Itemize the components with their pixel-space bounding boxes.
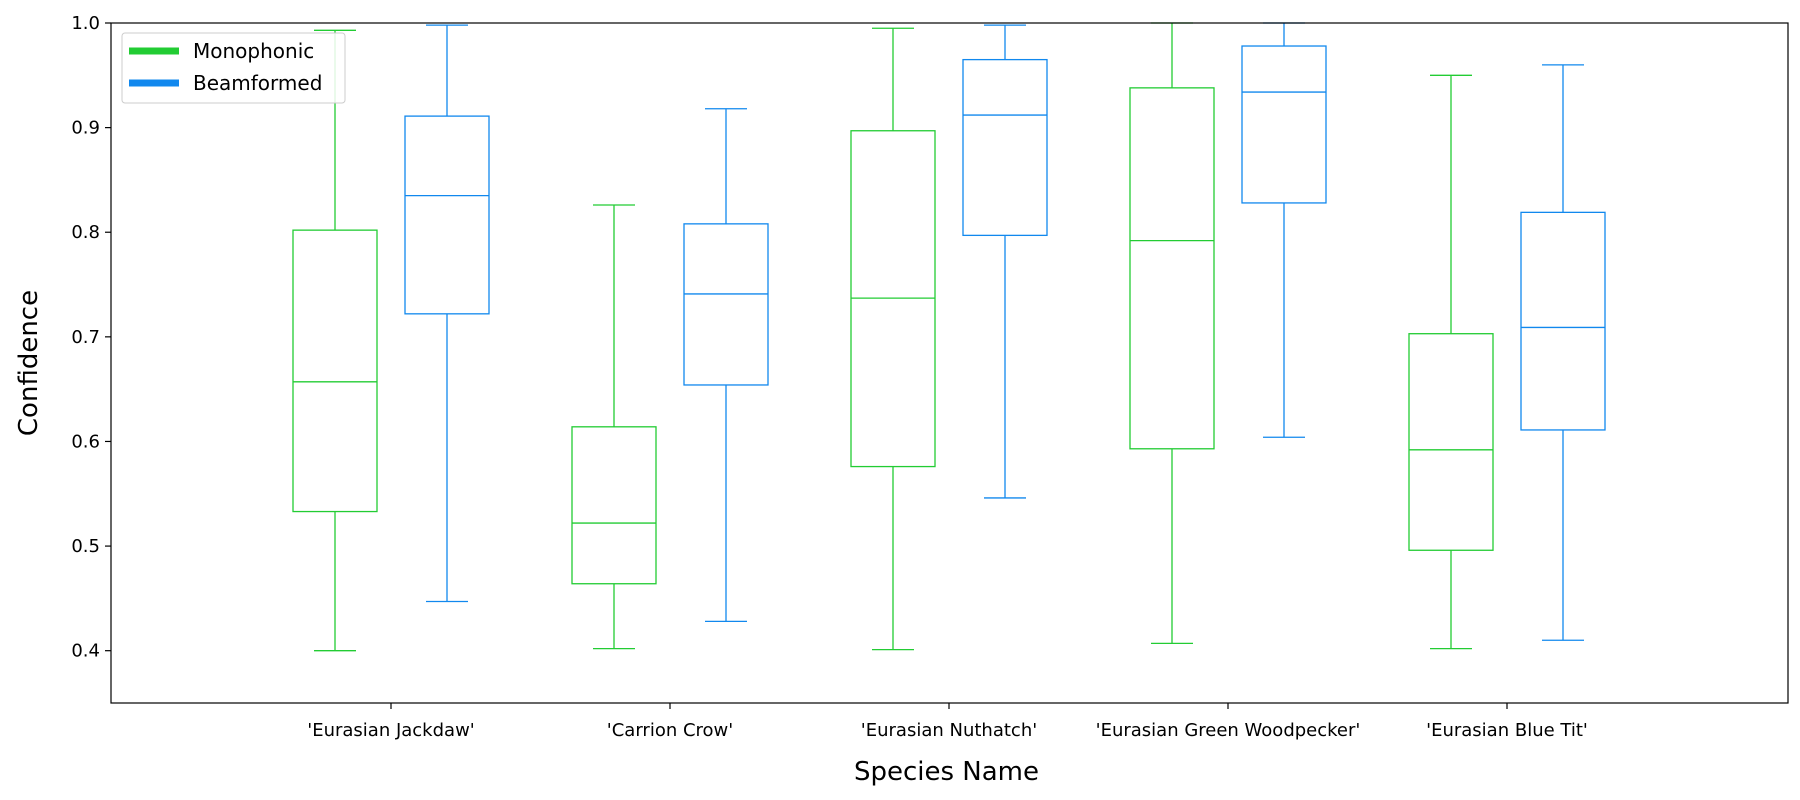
box-monophonic-0 <box>292 29 378 652</box>
iqr-box <box>1241 45 1327 204</box>
box-beamformed-1 <box>683 108 769 623</box>
iqr-box <box>571 426 657 585</box>
y-axis-label: Confidence <box>14 290 44 436</box>
y-tick-label: 1.0 <box>71 13 100 34</box>
x-axis-label: Species Name <box>854 757 1039 787</box>
x-tick-label: 'Eurasian Nuthatch' <box>861 720 1037 741</box>
y-tick-label: 0.8 <box>71 222 100 243</box>
x-tick-label: 'Eurasian Green Woodpecker' <box>1096 720 1361 741</box>
box-monophonic-3 <box>1129 22 1215 645</box>
box-monophonic-1 <box>571 204 657 650</box>
iqr-box <box>1129 87 1215 450</box>
y-tick-label: 0.5 <box>71 536 100 557</box>
iqr-box <box>404 115 490 315</box>
iqr-box <box>962 58 1048 237</box>
plot-area <box>292 22 1606 652</box>
legend-label-beamformed: Beamformed <box>193 71 322 95</box>
plot-frame <box>110 22 1789 704</box>
y-tick-label: 0.6 <box>71 431 100 452</box>
box-monophonic-4 <box>1408 74 1494 650</box>
box-beamformed-2 <box>962 24 1048 499</box>
iqr-box <box>292 229 378 513</box>
box-beamformed-4 <box>1520 64 1606 641</box>
x-tick-label: 'Eurasian Blue Tit' <box>1426 720 1588 741</box>
legend: Monophonic Beamformed <box>121 32 346 104</box>
iqr-box <box>1408 333 1494 551</box>
x-tick-label: 'Carrion Crow' <box>607 720 733 741</box>
x-axis: 'Eurasian Jackdaw' 'Carrion Crow' 'Eurasia… <box>307 703 1588 741</box>
y-tick-label: 0.7 <box>71 327 100 348</box>
iqr-box <box>683 223 769 386</box>
legend-label-monophonic: Monophonic <box>193 39 314 63</box>
box-monophonic-2 <box>850 27 936 651</box>
box-beamformed-0 <box>404 24 490 603</box>
iqr-box <box>1520 211 1606 431</box>
y-tick-label: 0.4 <box>71 641 100 662</box>
box-beamformed-3 <box>1241 22 1327 438</box>
x-tick-label: 'Eurasian Jackdaw' <box>307 720 474 741</box>
y-axis: 0.4 0.5 0.6 0.7 0.8 0.9 1.0 <box>71 13 111 662</box>
y-tick-label: 0.9 <box>71 118 100 139</box>
